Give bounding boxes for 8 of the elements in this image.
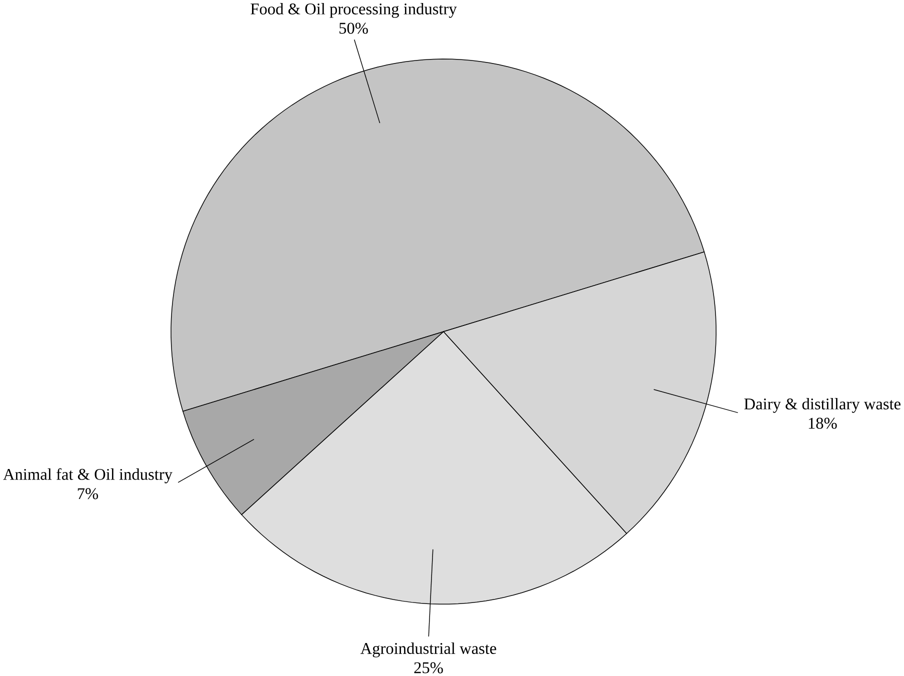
slice-label: Food & Oil processing industry [250,2,457,18]
data-label: 50% [340,22,368,34]
data-label: 25% [414,662,443,674]
data-label: 7% [78,488,98,500]
slice-label: Agroindustrial waste [360,642,496,658]
slice-label: Dairy & distillary waste [744,398,900,413]
data-label: 18% [808,418,837,429]
slice-label: Animal fat & Oil industry [3,468,172,484]
